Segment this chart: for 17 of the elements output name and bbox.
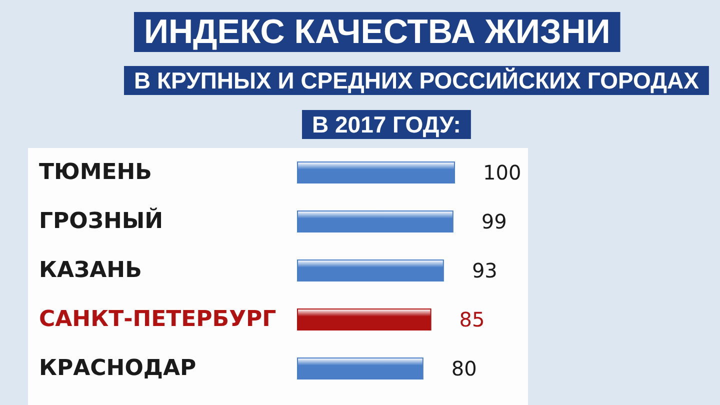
bar <box>297 210 454 232</box>
bar <box>297 358 424 380</box>
data-label: 99 <box>481 210 507 234</box>
y-tick-label: ГРОЗНЫЙ <box>39 207 164 234</box>
data-label: 80 <box>451 356 477 380</box>
bar <box>297 162 455 184</box>
data-label: 85 <box>459 308 485 332</box>
chart-title: ИНДЕКС КАЧЕСТВА ЖИЗНИ <box>144 13 610 51</box>
bar <box>297 260 444 282</box>
data-label: 93 <box>472 258 498 282</box>
data-label: 100 <box>483 160 522 184</box>
y-tick-label: КРАСНОДАР <box>39 356 196 381</box>
y-tick-label: ТЮМЕНЬ <box>39 160 152 185</box>
chart-subtitle: В КРУПНЫХ И СРЕДНИХ РОССИЙСКИХ ГОРОДАХ В 2017 ГОДУ: <box>134 68 700 138</box>
y-tick-label: КАЗАНЬ <box>39 258 142 283</box>
y-tick-label: САНКТ-ПЕТЕРБУРГ <box>39 307 276 332</box>
bar <box>297 308 432 330</box>
